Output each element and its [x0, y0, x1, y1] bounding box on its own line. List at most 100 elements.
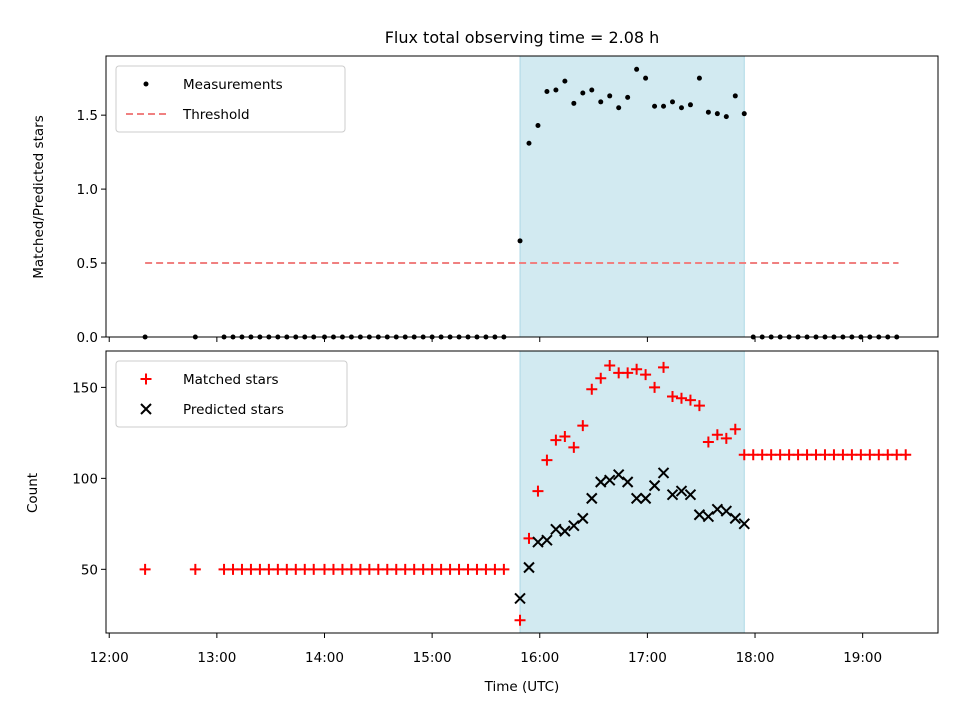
- data-point: [550, 523, 562, 536]
- data-point: [687, 102, 693, 108]
- data-point: [577, 512, 589, 525]
- x-tick-label: 13:00: [197, 650, 236, 666]
- x-tick-label: 15:00: [413, 650, 452, 666]
- data-point: [532, 536, 544, 548]
- data-point: [625, 94, 631, 100]
- data-point: [523, 561, 535, 574]
- data-point: [714, 111, 720, 117]
- data-point: [634, 66, 640, 72]
- data-point: [595, 372, 607, 384]
- data-point: [514, 592, 526, 605]
- series-matched-stars: [139, 360, 912, 626]
- data-point: [550, 434, 562, 446]
- legend-marker: [140, 373, 152, 385]
- y-tick-label: 50: [81, 562, 98, 578]
- data-point: [586, 492, 598, 505]
- data-point: [612, 469, 625, 481]
- data-point: [526, 140, 532, 146]
- data-point: [598, 99, 604, 105]
- data-point: [723, 114, 729, 120]
- legend-marker: [143, 81, 149, 87]
- x-tick-label: 17:00: [628, 650, 667, 666]
- data-point: [649, 381, 661, 393]
- data-point: [622, 367, 634, 379]
- data-point: [189, 563, 201, 575]
- y-tick-label: 0.0: [77, 330, 98, 346]
- x-tick-label: 18:00: [736, 650, 775, 666]
- data-point: [577, 420, 589, 432]
- data-point: [308, 563, 320, 575]
- data-point: [729, 512, 741, 525]
- data-point: [604, 474, 616, 486]
- data-point: [621, 476, 634, 488]
- chart-title: Flux total observing time = 2.08 h: [385, 28, 660, 47]
- data-point: [702, 510, 715, 523]
- legend-label: Matched stars: [183, 372, 279, 388]
- data-point: [589, 87, 595, 93]
- data-point: [648, 479, 661, 492]
- data-point: [639, 492, 652, 505]
- data-point: [711, 503, 724, 515]
- bottom-panel: 50 100 150 12:00 13:00 14:00 15:00 16:00 17:00 18…: [72, 350, 939, 666]
- data-point: [541, 534, 553, 546]
- data-point: [684, 394, 696, 406]
- legend-label: Threshold: [182, 107, 250, 123]
- top-panel: 0.0 0.5 1.0 1.5 Measurements Threshold: [77, 55, 939, 346]
- legend-box: [115, 360, 348, 428]
- data-point: [580, 90, 586, 96]
- data-point: [535, 123, 541, 129]
- data-point: [517, 238, 523, 244]
- data-point: [643, 75, 649, 81]
- top-y-axis-label: Matched/Predicted stars: [31, 115, 47, 278]
- data-point: [523, 532, 535, 544]
- data-point: [675, 392, 687, 404]
- data-point: [900, 449, 912, 461]
- legend-box: [115, 65, 346, 133]
- data-point: [532, 485, 544, 497]
- legend: Measurements Threshold: [115, 65, 346, 133]
- y-tick-label: 150: [72, 380, 98, 396]
- data-point: [738, 518, 750, 530]
- x-tick-label: 14:00: [305, 650, 344, 666]
- y-tick-label: 100: [72, 471, 98, 487]
- highlight-span: [519, 55, 745, 338]
- data-point: [586, 383, 598, 395]
- data-point: [544, 88, 550, 94]
- data-point: [658, 361, 670, 373]
- x-tick-label: 12:00: [90, 650, 129, 666]
- data-point: [711, 429, 723, 441]
- data-point: [631, 363, 643, 375]
- data-point: [139, 563, 151, 575]
- data-point: [630, 492, 643, 505]
- data-point: [568, 441, 580, 453]
- data-point: [670, 99, 676, 105]
- x-tick-label: 19:00: [843, 650, 882, 666]
- x-axis-label: Time (UTC): [484, 679, 560, 695]
- data-point: [678, 105, 684, 111]
- data-point: [693, 400, 705, 412]
- y-tick-label: 1.5: [77, 108, 98, 124]
- data-point: [616, 105, 622, 111]
- x-tick-label: 16:00: [520, 650, 559, 666]
- data-point: [568, 519, 580, 532]
- axes-frame: [105, 350, 939, 634]
- data-point: [640, 369, 652, 381]
- data-point: [729, 423, 741, 435]
- data-point: [604, 360, 616, 372]
- data-point: [666, 489, 679, 501]
- data-point: [657, 467, 670, 479]
- data-point: [741, 111, 747, 117]
- data-point: [702, 436, 714, 448]
- legend-label: Measurements: [183, 77, 283, 93]
- series-predicted-stars: [514, 467, 750, 605]
- data-point: [720, 432, 732, 444]
- data-point: [559, 431, 571, 443]
- data-point: [571, 100, 577, 106]
- data-point: [541, 454, 553, 466]
- data-point: [498, 563, 510, 575]
- data-point: [562, 78, 568, 84]
- y-tick-label: 1.0: [77, 182, 98, 198]
- data-point: [705, 109, 711, 115]
- data-point: [675, 485, 688, 497]
- y-tick-label: 0.5: [77, 256, 98, 272]
